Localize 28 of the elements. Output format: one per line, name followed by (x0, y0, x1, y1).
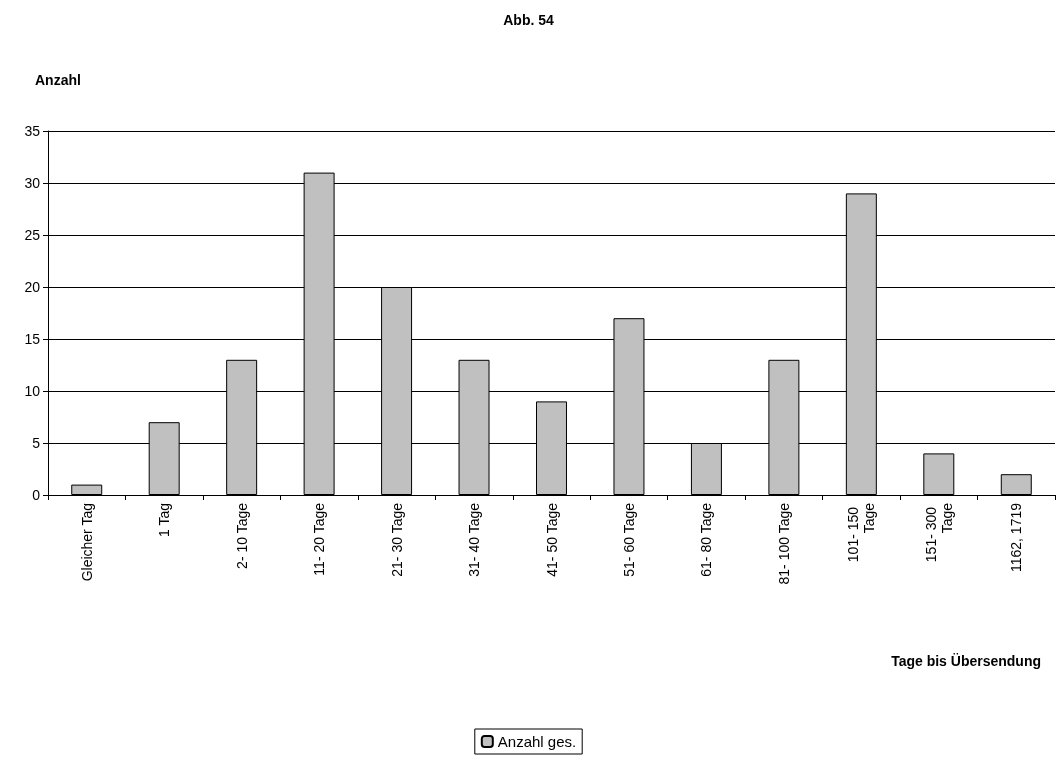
y-tick-label: 30 (24, 175, 41, 191)
x-tick-label: 61- 80 Tage (698, 502, 715, 577)
x-tick-label: 21- 30 Tage (388, 502, 405, 577)
x-tick-label: Gleicher Tag (78, 503, 95, 582)
x-tick-label: 2- 10 Tage (233, 502, 250, 569)
y-tick-label: 15 (24, 331, 41, 347)
y-tick-label: 10 (24, 383, 41, 399)
bar (71, 484, 103, 495)
y-tick-label: 5 (32, 435, 41, 451)
x-tick-label: 81- 100 Tage (775, 502, 792, 585)
x-tick-label: 1 Tag (156, 503, 173, 537)
y-axis-title: Anzahl (35, 72, 81, 88)
chart-title: Abb. 54 (503, 12, 554, 28)
x-tick-label: 151- 300 Tage (922, 502, 955, 563)
x-tick-label: 1162, 1719 (1008, 502, 1025, 573)
x-tick-label: 51- 60 Tage (620, 502, 637, 577)
x-tick-label: 11- 20 Tage (311, 502, 328, 576)
bar (1000, 474, 1032, 495)
legend-label: Anzahl ges. (497, 733, 577, 750)
y-tick-label: 20 (24, 279, 41, 295)
x-tick-label: 41- 50 Tage (543, 502, 560, 577)
x-tick-label: 31- 40 Tage (466, 502, 483, 577)
y-tick-label: 25 (24, 227, 41, 243)
y-tick-label: 0 (32, 487, 41, 503)
bar (923, 453, 955, 495)
y-tick-label: 35 (24, 123, 41, 139)
x-axis-title: Tage bis Übersendung (891, 653, 1041, 669)
x-tick-label: 101- 150 Tage (845, 502, 878, 563)
